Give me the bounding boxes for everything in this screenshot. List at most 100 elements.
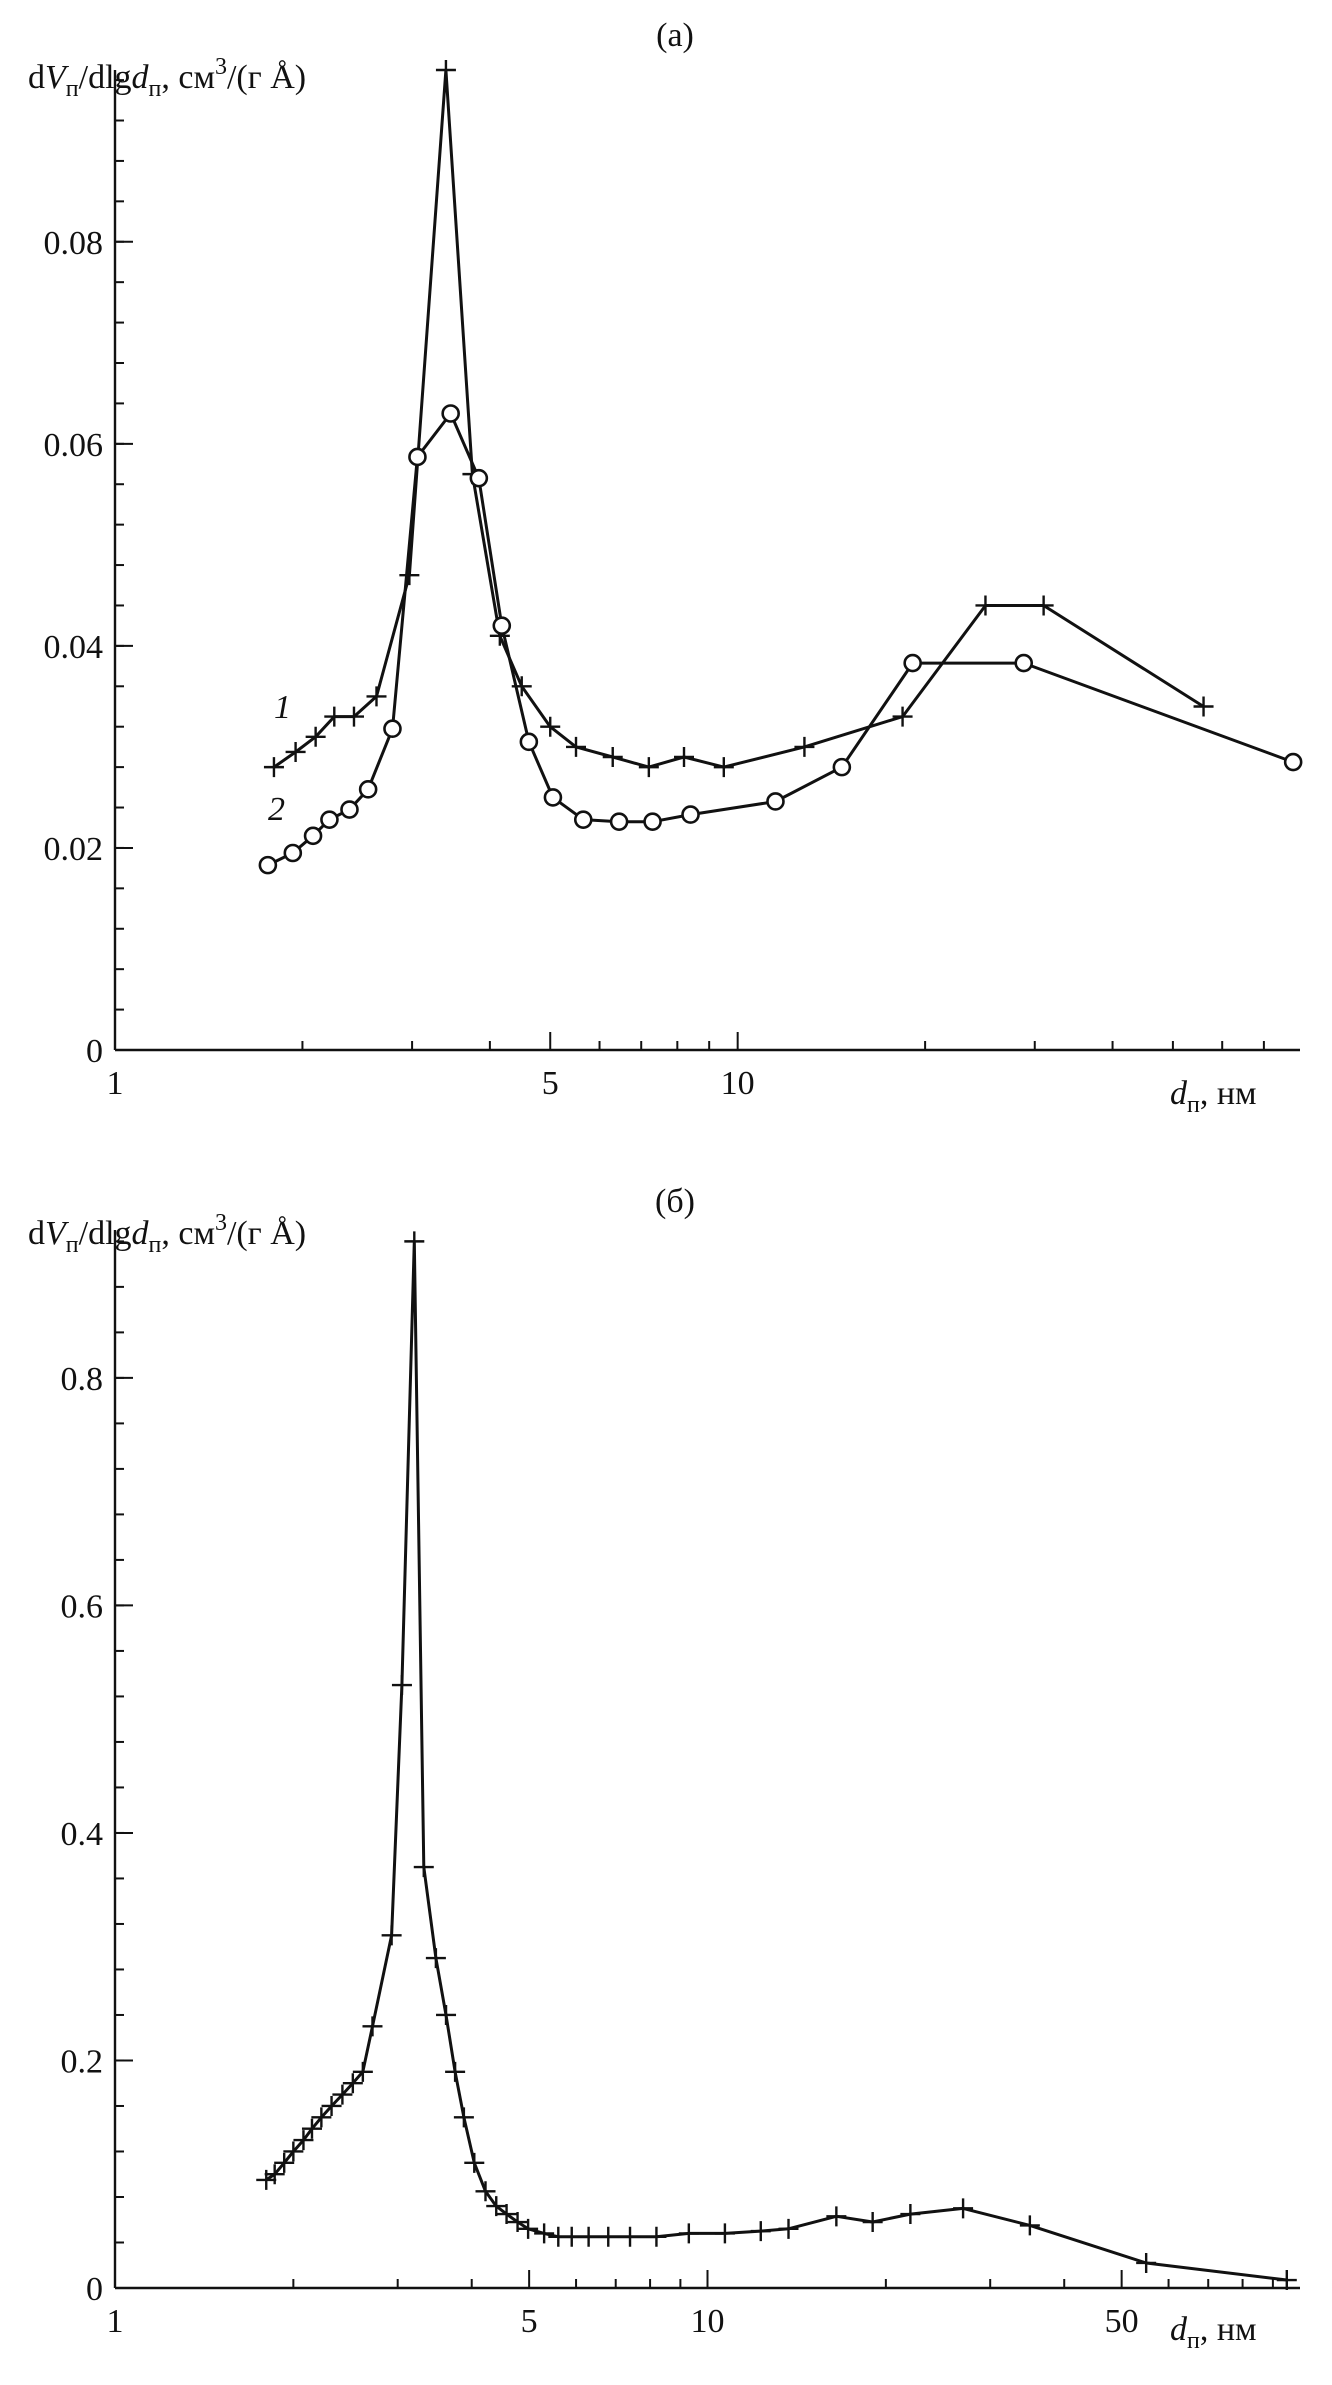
- panel-b-series-1-point: [445, 2061, 466, 2082]
- panel-a-y-tick-label: 0.08: [44, 225, 104, 262]
- panel-b-series-1-point: [274, 2152, 295, 2173]
- panel-a-series-1-line: [273, 68, 1205, 769]
- panel-a-series-2-line: [267, 412, 1294, 867]
- panel-a-series-2-point: [1283, 752, 1303, 772]
- panel-a-series-1-point: [892, 706, 913, 727]
- panel-a-series-2-point: [832, 757, 852, 777]
- panel-b-series-1-point: [507, 2212, 528, 2233]
- panel-b-series-1-point: [598, 2226, 619, 2247]
- panel-a-series-2-point: [492, 616, 512, 635]
- panel-b-series-1-point: [900, 2204, 921, 2225]
- panel-b-series-1-point: [464, 2152, 485, 2173]
- panel-a-series-1-point: [975, 595, 996, 616]
- panel-a-series-2-point: [469, 468, 489, 488]
- panel-b-x-tick-label: 5: [521, 2303, 538, 2340]
- panel-a-series-1-point: [638, 757, 659, 778]
- panel-b-series-1-point: [413, 1857, 434, 1878]
- panel-b-axes: 0 0.2 0.4 0.6 0.8 1 5 10 50: [61, 1230, 1300, 2340]
- panel-a-x-tick-label: 5: [542, 1065, 559, 1102]
- panel-a-series-2-point: [283, 843, 303, 863]
- panel-a-y-tick-label: 0.04: [44, 629, 104, 666]
- panel-a-series-2-point: [543, 788, 563, 807]
- panel-a-series-2-point: [609, 812, 629, 831]
- panel-a-series-1-point: [285, 741, 306, 762]
- panel-b-title: (б): [655, 1183, 695, 1220]
- panel-a-series-2-point: [320, 810, 339, 829]
- panel-b-x-tick-label: 50: [1105, 2303, 1139, 2340]
- panel-a-series-2-point: [681, 805, 700, 824]
- panel-b-y-tick-label: 0: [86, 2271, 103, 2308]
- panel-b-series-1-point: [381, 1925, 402, 1946]
- panel-b-y-tick-label: 0.2: [61, 2043, 104, 2080]
- panel-a-axes: 0 0.02 0.04 0.06 0.08 1 5 10: [44, 70, 1300, 1102]
- panel-a-series-1-point: [263, 757, 284, 778]
- panel-b: (б) dVп/dlgdп, см3/(г Å) dп, нм 00.20.40…: [28, 1183, 1300, 2354]
- panel-b-series-1-point: [404, 1231, 425, 1252]
- panel-b-series: [256, 1231, 1297, 2291]
- panel-a-x-axis-label: dп, нм: [1170, 1075, 1257, 1118]
- panel-a-series-2-point: [340, 800, 359, 819]
- panel-b-series-1-point: [1276, 2270, 1297, 2291]
- panel-b-series-1-point: [293, 2130, 314, 2151]
- panel-a-series-1-point: [794, 736, 815, 757]
- panel-b-series-1-point: [362, 2016, 383, 2037]
- panel-b-series-1-point: [826, 2206, 847, 2227]
- panel-b-series-1-point: [1136, 2252, 1157, 2273]
- panel-a-curve-label-2: 2: [268, 791, 285, 828]
- panel-b-series-1-point: [714, 2223, 735, 2244]
- panel-b-x-tick-label: 1: [107, 2303, 124, 2340]
- panel-a-series-1-point: [713, 757, 734, 778]
- panel-a-series-1-point: [343, 706, 364, 727]
- panel-b-series-1-point: [256, 2169, 277, 2190]
- panel-b-series-1-line: [265, 1239, 1287, 2282]
- panel-a-series-2-point: [258, 855, 278, 875]
- panel-a-series-2-point: [383, 719, 402, 739]
- panel-a-series-1-point: [435, 60, 456, 80]
- panel-a-curve-label-1: 1: [274, 689, 291, 726]
- panel-b-series-1-point: [453, 2107, 474, 2128]
- panel-a: (а) dVп/dlgdп, см3/(г Å) dп, нм 1 2 0 0.0…: [28, 17, 1303, 1118]
- panel-a-y-tick-label: 0.02: [44, 831, 104, 868]
- panel-b-series-1-point: [332, 2084, 353, 2105]
- panel-b-series-1-point: [391, 1675, 412, 1696]
- panel-a-series-2-point: [573, 810, 593, 829]
- panel-b-series-1-point: [264, 2164, 285, 2185]
- panel-b-series-1-point: [352, 2061, 373, 2082]
- panel-b-series-1-point: [425, 1948, 446, 1969]
- panel-a-series-1-point: [399, 565, 420, 586]
- panel-b-series-1-point: [301, 2118, 322, 2139]
- panel-b-y-tick-label: 0.8: [61, 1361, 104, 1398]
- panel-a-series: [258, 60, 1303, 875]
- panel-a-series-2-point: [358, 780, 378, 799]
- panel-b-y-tick-label: 0.6: [61, 1588, 104, 1625]
- panel-b-series-1-point: [342, 2073, 363, 2094]
- panel-a-series-2-point: [766, 792, 785, 811]
- panel-a-y-axis-label: dVп/dlgdп, см3/(г Å): [28, 54, 306, 102]
- panel-a-series-1-point: [674, 747, 695, 768]
- panel-b-series-1-point: [778, 2218, 799, 2239]
- panel-b-series-1-point: [496, 2204, 517, 2225]
- panel-b-series-1-point: [486, 2196, 507, 2217]
- panel-b-series-1-point: [1019, 2215, 1040, 2236]
- panel-b-y-tick-label: 0.4: [61, 1816, 104, 1853]
- panel-a-series-2-point: [1014, 653, 1034, 673]
- panel-b-series-1-point: [862, 2212, 883, 2233]
- panel-b-series-1-point: [518, 2218, 539, 2239]
- panel-a-series-1-point: [602, 747, 623, 768]
- panel-b-series-1-point: [578, 2226, 599, 2247]
- panel-b-series-1-point: [283, 2141, 304, 2162]
- panel-a-title: (а): [656, 17, 694, 54]
- panel-b-series-1-point: [646, 2226, 667, 2247]
- panel-a-series-1-point: [566, 736, 587, 757]
- panel-b-series-1-point: [311, 2107, 332, 2128]
- panel-a-x-tick-label: 10: [721, 1065, 755, 1102]
- panel-a-y-tick-label: 0.06: [44, 427, 104, 464]
- panel-b-series-1-point: [534, 2223, 555, 2244]
- panel-b-series-1-point: [436, 2004, 457, 2025]
- panel-b-x-tick-label: 10: [691, 2303, 725, 2340]
- panel-a-series-1-point: [1033, 595, 1054, 616]
- panel-b-series-1-point: [953, 2198, 974, 2219]
- panel-b-series-1-point: [678, 2223, 699, 2244]
- panel-a-y-tick-label: 0: [86, 1033, 103, 1070]
